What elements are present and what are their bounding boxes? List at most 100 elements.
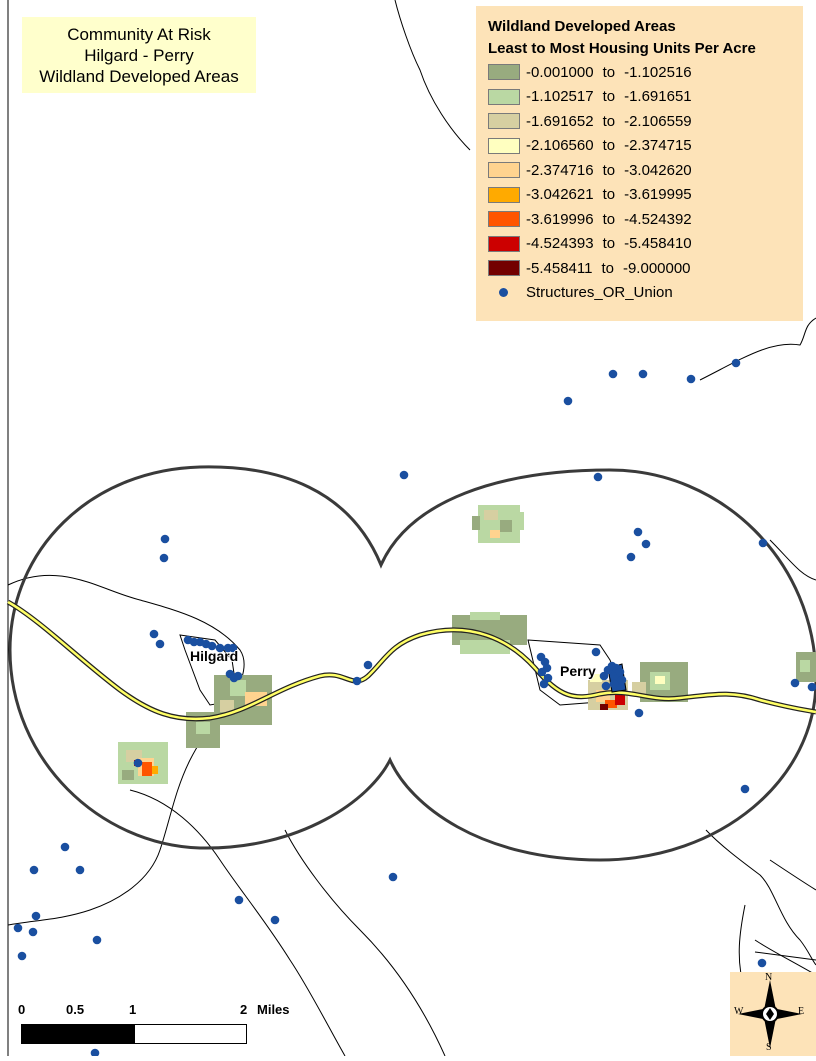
legend-class-row: -1.691652 to -2.106559 [488,109,803,134]
map-title-line1: Community At Risk [67,24,211,44]
legend-range-separator: to [602,186,616,204]
structure-point [731,358,741,368]
place-label-perry: Perry [560,663,596,679]
legend-swatch [488,64,520,81]
legend-swatch [488,88,520,105]
structure-point [758,538,768,548]
legend-subtitle: Least to Most Housing Units Per Acre [488,40,756,57]
legend-range-from: -3.042621 [526,186,594,204]
structure-point [189,637,199,647]
structure-point [133,758,143,768]
structure-point [160,534,170,544]
structure-point [92,935,102,945]
structure-point [537,667,547,677]
structure-point [638,369,648,379]
legend-class-row: -2.374716 to -3.042620 [488,158,803,183]
structure-point [593,472,603,482]
legend-swatch [488,137,520,154]
legend-range-from: -2.106560 [526,137,594,155]
structure-point [740,784,750,794]
legend-swatch [488,260,520,277]
legend-class-row: -4.524393 to -5.458410 [488,232,803,257]
structure-point [686,374,696,384]
structure-point [13,923,23,933]
legend: Wildland Developed Areas Least to Most H… [476,6,803,321]
legend-range-to: -2.374715 [624,137,692,155]
structure-points [13,358,816,1056]
legend-swatch [488,186,520,203]
legend-range-from: -0.001000 [526,63,594,81]
scale-label-0: 0 [18,1002,26,1017]
scale-label-half: 0.5 [66,1002,85,1017]
legend-swatch [488,113,520,130]
structure-point [634,708,644,718]
legend-title: Wildland Developed Areas [488,18,676,35]
structure-point [633,527,643,537]
legend-range-to: -2.106559 [624,112,692,130]
structure-point [601,681,611,691]
structure-point [90,1048,100,1056]
structure-point [757,958,767,968]
north-label: N [765,972,773,983]
legend-class-row: -0.001000 to -1.102516 [488,60,803,85]
legend-swatch [488,162,520,179]
scale-label-1: 1 [129,1002,137,1017]
structure-point [28,927,38,937]
legend-range-to: -3.042620 [624,161,692,179]
legend-range-to: -9.000000 [622,259,691,277]
structure-point [207,641,217,651]
scale-bar: 0 0.5 1 2 Miles [18,1000,308,1050]
wildland-clusters [118,505,816,784]
legend-range-separator: to [602,137,616,155]
structure-point [539,679,549,689]
structure-point [617,675,627,685]
legend-range-to: -1.691651 [624,88,692,106]
structure-point [609,679,619,689]
structure-point [608,369,618,379]
structure-point [626,552,636,562]
structure-point [563,396,573,406]
structure-point [31,911,41,921]
legend-classes: -0.001000 to -1.102516 -1.102517 to -1.691651… [488,60,803,281]
legend-range-to: -4.524392 [624,210,692,228]
east-label: E [798,1006,805,1017]
legend-range-from: -2.374716 [526,161,594,179]
legend-range-from: -1.691652 [526,112,594,130]
legend-point-row: Structures_OR_Union [488,281,803,306]
structure-point [234,895,244,905]
road-lines [7,0,816,1056]
west-label: W [734,1006,744,1017]
legend-range-from: -5.458411 [526,259,593,277]
legend-range-separator: to [602,112,616,130]
legend-range-from: -1.102517 [526,88,594,106]
legend-class-row: -3.619996 to -4.524392 [488,207,803,232]
structure-point [807,682,816,692]
legend-class-row: -5.458411 to -9.000000 [488,256,803,281]
structure-point [352,676,362,686]
legend-range-separator: to [602,63,616,81]
structure-point [215,643,225,653]
legend-range-to: -3.619995 [624,186,692,204]
map-title-box: Community At Risk Hilgard - Perry Wildla… [22,17,256,93]
scale-segment-dark [21,1024,135,1044]
legend-range-to: -1.102516 [624,63,692,81]
structure-point [591,647,601,657]
structure-point [17,951,27,961]
place-label-hilgard: Hilgard [190,648,239,664]
legend-class-row: -1.102517 to -1.691651 [488,85,803,110]
map-title-line3: Wildland Developed Areas [39,66,239,86]
structure-point [790,678,800,688]
legend-range-from: -4.524393 [526,235,594,253]
structure-point-icon [488,286,518,300]
legend-range-separator: to [602,161,616,179]
legend-range-separator: to [602,235,616,253]
legend-point-label: Structures_OR_Union [526,284,673,302]
legend-range-from: -3.619996 [526,210,594,228]
structure-point [615,667,625,677]
structure-point [60,842,70,852]
scale-label-units: Miles [257,1002,290,1017]
buffer-outline [8,465,816,862]
north-arrow: N S E W [730,972,816,1056]
map-title-line2: Hilgard - Perry [84,45,194,65]
legend-range-separator: to [602,210,616,228]
